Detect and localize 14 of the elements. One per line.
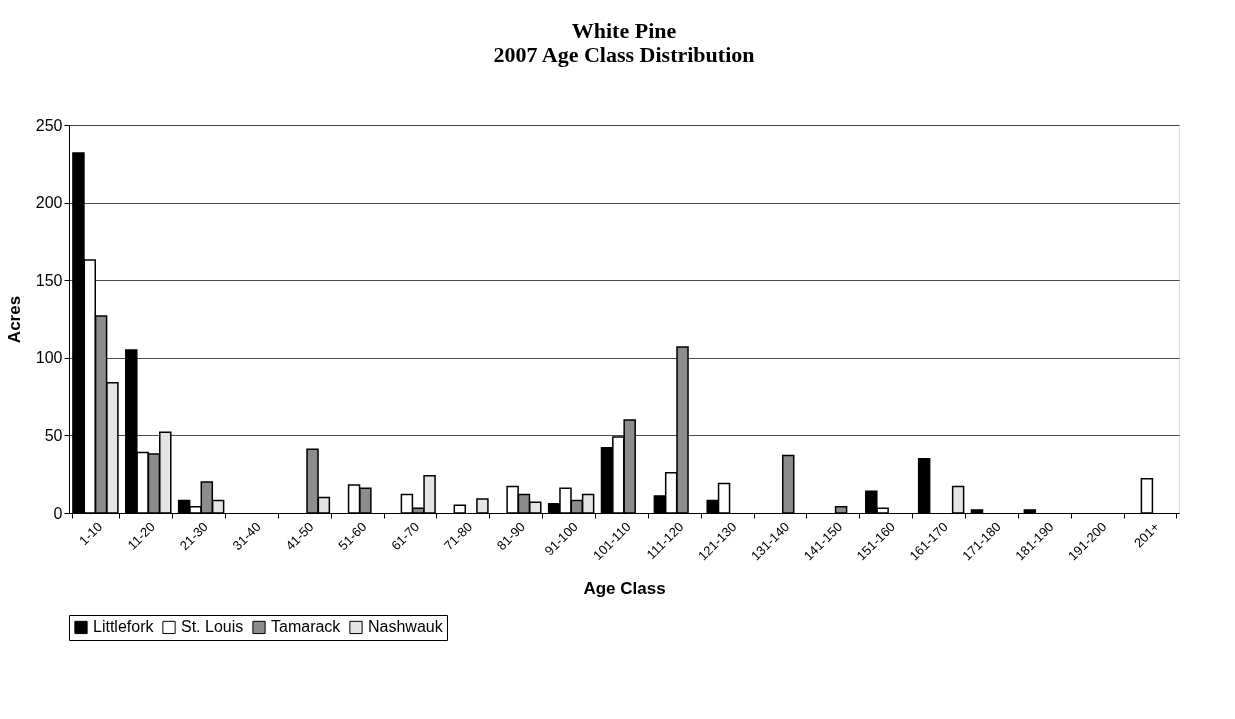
y-tick-label: 250	[35, 116, 63, 134]
x-axis-title: Age Class	[583, 579, 666, 599]
y-tick-label: 0	[53, 504, 63, 522]
legend-label: Tamarack	[271, 618, 342, 636]
y-tick-label: 50	[44, 426, 63, 444]
y-tick-label: 100	[35, 349, 63, 367]
x-tick-label: 1-10	[76, 519, 106, 549]
y-tick-label: 200	[35, 194, 63, 212]
legend-label: St. Louis	[181, 618, 244, 636]
chart-title: White Pine 2007 Age Class Distribution	[493, 18, 755, 67]
legend-label: Nashwauk	[368, 618, 444, 636]
y-axis-title: Acres	[4, 295, 24, 344]
legend-label: Littlefork	[93, 618, 155, 636]
y-tick-label: 150	[35, 271, 63, 289]
